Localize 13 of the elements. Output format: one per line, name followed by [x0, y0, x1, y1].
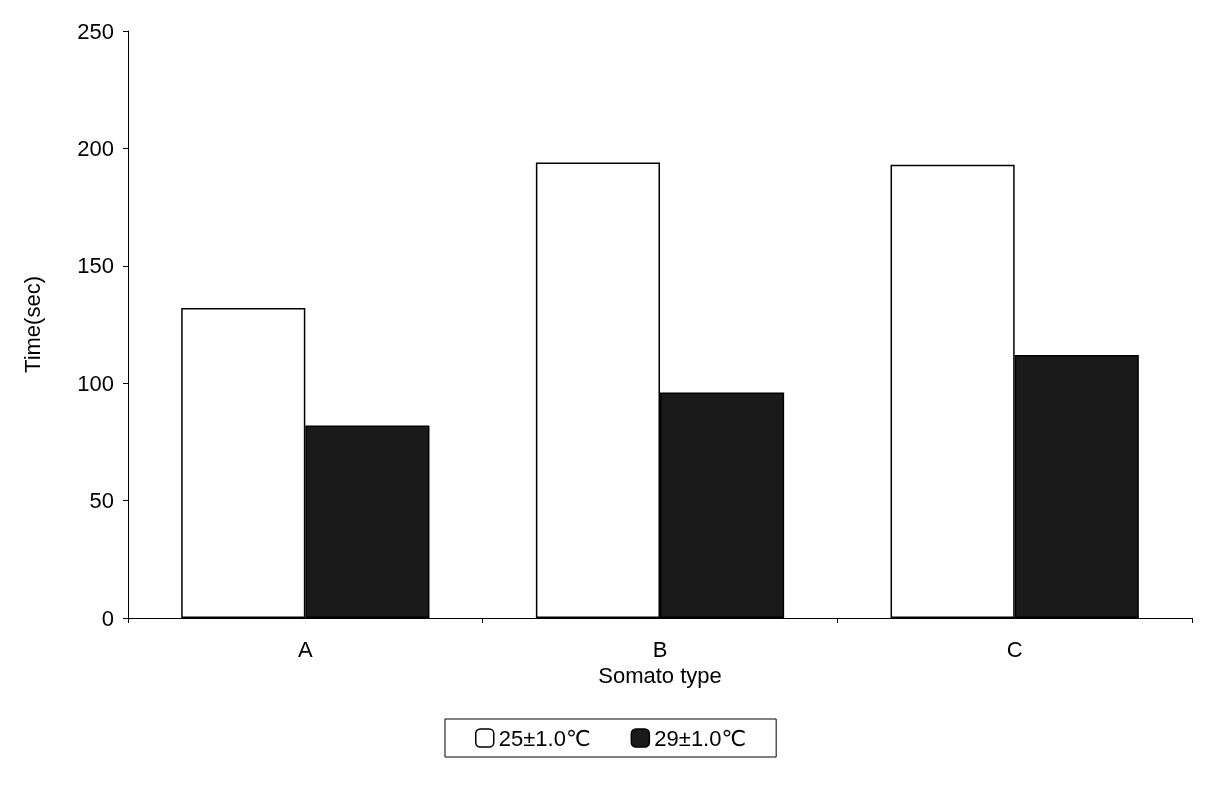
x-tick-label: A: [297, 636, 313, 662]
y-axis-title: Time(sec): [19, 276, 45, 373]
x-tick-label: C: [1006, 636, 1023, 662]
legend-label: 25±1.0℃: [498, 725, 591, 751]
x-tick-label: B: [652, 636, 668, 662]
y-tick-label: 50: [89, 488, 114, 514]
y-tick-label: 150: [77, 253, 114, 279]
y-tick-label: 100: [77, 370, 114, 396]
x-axis-title: Somato type: [598, 663, 722, 689]
y-tick-label: 0: [101, 605, 114, 631]
y-tick-label: 250: [77, 18, 114, 44]
y-tick-label: 200: [77, 135, 114, 161]
legend-label: 29±1.0℃: [654, 725, 747, 751]
